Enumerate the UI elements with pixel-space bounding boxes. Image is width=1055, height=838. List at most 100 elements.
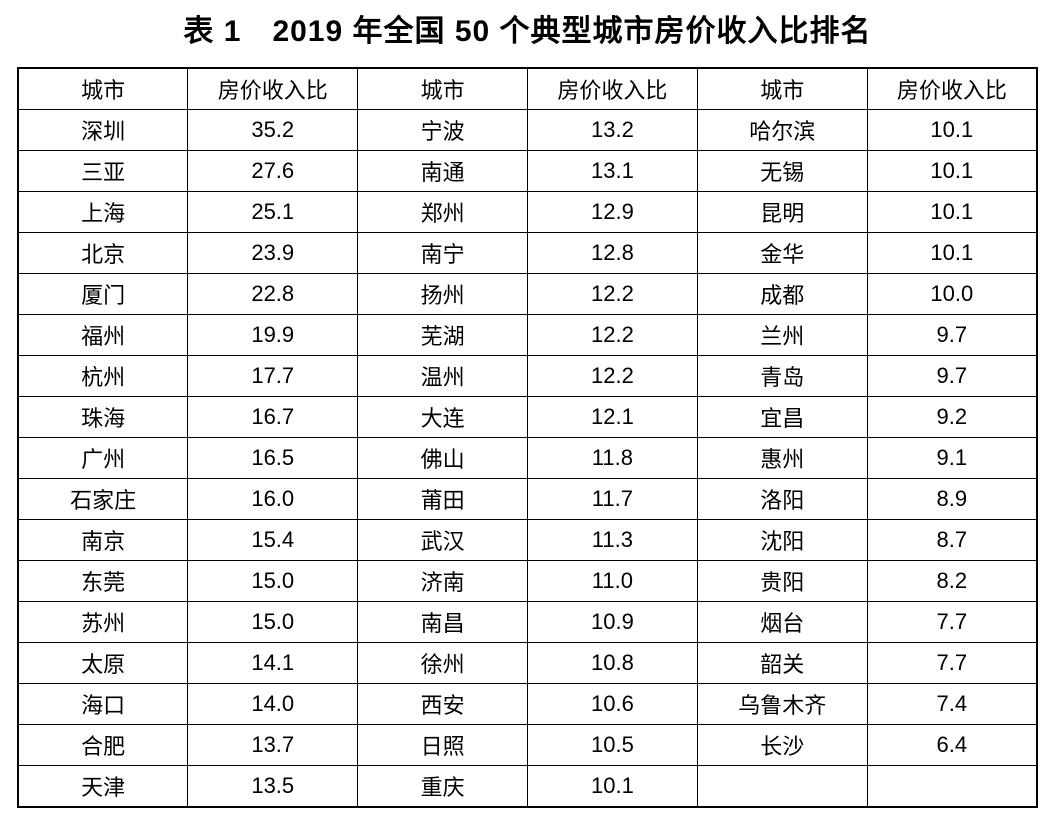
city-cell: 石家庄 bbox=[17, 478, 189, 520]
city-cell: 海口 bbox=[17, 683, 189, 725]
ratio-cell bbox=[866, 765, 1038, 808]
ratio-cell: 10.0 bbox=[866, 273, 1038, 315]
city-cell: 韶关 bbox=[696, 642, 868, 684]
city-cell: 东莞 bbox=[17, 560, 189, 602]
ratio-cell: 14.0 bbox=[187, 683, 359, 725]
city-cell: 洛阳 bbox=[696, 478, 868, 520]
ratio-cell: 11.8 bbox=[526, 437, 698, 479]
ratio-table: 城市 房价收入比 城市 房价收入比 城市 房价收入比 深圳 35.2 宁波 13.2 哈尔滨 10.… bbox=[17, 67, 1038, 808]
ratio-cell: 12.9 bbox=[526, 191, 698, 233]
ratio-cell: 13.5 bbox=[187, 765, 359, 808]
ratio-cell: 7.7 bbox=[866, 601, 1038, 643]
ratio-cell: 35.2 bbox=[187, 109, 359, 151]
ratio-cell: 16.0 bbox=[187, 478, 359, 520]
header-cell-city: 城市 bbox=[357, 67, 528, 110]
table-row: 合肥 13.7 日照 10.5 长沙 6.4 bbox=[17, 724, 1038, 766]
ratio-cell: 11.0 bbox=[526, 560, 698, 602]
ratio-cell: 9.1 bbox=[866, 437, 1038, 479]
ratio-cell: 6.4 bbox=[866, 724, 1038, 766]
ratio-cell: 10.8 bbox=[526, 642, 698, 684]
city-cell: 徐州 bbox=[357, 642, 528, 684]
ratio-cell: 10.1 bbox=[866, 191, 1038, 233]
ratio-cell: 13.2 bbox=[526, 109, 698, 151]
ratio-cell: 17.7 bbox=[187, 355, 359, 397]
ratio-cell: 15.0 bbox=[187, 560, 359, 602]
city-cell: 杭州 bbox=[17, 355, 189, 397]
ratio-cell: 10.1 bbox=[866, 150, 1038, 192]
ratio-cell: 11.3 bbox=[526, 519, 698, 561]
ratio-cell: 10.1 bbox=[526, 765, 698, 808]
city-cell: 大连 bbox=[357, 396, 528, 438]
city-cell: 厦门 bbox=[17, 273, 189, 315]
ratio-cell: 16.5 bbox=[187, 437, 359, 479]
city-cell: 福州 bbox=[17, 314, 189, 356]
ratio-cell: 22.8 bbox=[187, 273, 359, 315]
ratio-cell: 13.1 bbox=[526, 150, 698, 192]
table-row: 杭州 17.7 温州 12.2 青岛 9.7 bbox=[17, 355, 1038, 397]
city-cell: 沈阳 bbox=[696, 519, 868, 561]
city-cell: 广州 bbox=[17, 437, 189, 479]
city-cell: 南昌 bbox=[357, 601, 528, 643]
ratio-cell: 8.7 bbox=[866, 519, 1038, 561]
city-cell: 惠州 bbox=[696, 437, 868, 479]
ratio-cell: 10.6 bbox=[526, 683, 698, 725]
table-header-row-group: 城市 房价收入比 城市 房价收入比 城市 房价收入比 bbox=[17, 67, 1038, 110]
city-cell: 佛山 bbox=[357, 437, 528, 479]
ratio-cell: 25.1 bbox=[187, 191, 359, 233]
table-row: 石家庄 16.0 莆田 11.7 洛阳 8.9 bbox=[17, 478, 1038, 520]
ratio-cell: 10.9 bbox=[526, 601, 698, 643]
ratio-cell: 7.4 bbox=[866, 683, 1038, 725]
city-cell: 南宁 bbox=[357, 232, 528, 274]
header-cell-ratio: 房价收入比 bbox=[526, 67, 698, 110]
table-row: 海口 14.0 西安 10.6 乌鲁木齐 7.4 bbox=[17, 683, 1038, 725]
city-cell: 宁波 bbox=[357, 109, 528, 151]
city-cell: 济南 bbox=[357, 560, 528, 602]
city-cell: 贵阳 bbox=[696, 560, 868, 602]
table-row: 珠海 16.7 大连 12.1 宜昌 9.2 bbox=[17, 396, 1038, 438]
table-row: 东莞 15.0 济南 11.0 贵阳 8.2 bbox=[17, 560, 1038, 602]
table-body: 深圳 35.2 宁波 13.2 哈尔滨 10.1 三亚 27.6 南通 13.1 无锡 10.1 上海 2… bbox=[17, 109, 1038, 808]
ratio-cell: 27.6 bbox=[187, 150, 359, 192]
table-row: 苏州 15.0 南昌 10.9 烟台 7.7 bbox=[17, 601, 1038, 643]
ratio-cell: 23.9 bbox=[187, 232, 359, 274]
ratio-cell: 14.1 bbox=[187, 642, 359, 684]
city-cell: 无锡 bbox=[696, 150, 868, 192]
city-cell: 苏州 bbox=[17, 601, 189, 643]
city-cell: 扬州 bbox=[357, 273, 528, 315]
city-cell: 深圳 bbox=[17, 109, 189, 151]
city-cell: 温州 bbox=[357, 355, 528, 397]
ratio-cell: 15.4 bbox=[187, 519, 359, 561]
ratio-cell: 12.8 bbox=[526, 232, 698, 274]
ratio-cell: 8.9 bbox=[866, 478, 1038, 520]
ratio-cell: 9.7 bbox=[866, 314, 1038, 356]
ratio-cell: 12.2 bbox=[526, 355, 698, 397]
table-row: 天津 13.5 重庆 10.1 bbox=[17, 765, 1038, 808]
city-cell: 武汉 bbox=[357, 519, 528, 561]
table-row: 广州 16.5 佛山 11.8 惠州 9.1 bbox=[17, 437, 1038, 479]
city-cell: 哈尔滨 bbox=[696, 109, 868, 151]
city-cell: 兰州 bbox=[696, 314, 868, 356]
city-cell: 长沙 bbox=[696, 724, 868, 766]
city-cell: 莆田 bbox=[357, 478, 528, 520]
city-cell: 北京 bbox=[17, 232, 189, 274]
ratio-cell: 12.2 bbox=[526, 314, 698, 356]
ratio-cell: 16.7 bbox=[187, 396, 359, 438]
ratio-cell: 9.2 bbox=[866, 396, 1038, 438]
city-cell: 昆明 bbox=[696, 191, 868, 233]
city-cell: 南通 bbox=[357, 150, 528, 192]
ratio-cell: 10.1 bbox=[866, 232, 1038, 274]
city-cell: 日照 bbox=[357, 724, 528, 766]
ratio-cell: 10.5 bbox=[526, 724, 698, 766]
city-cell: 天津 bbox=[17, 765, 189, 808]
ratio-cell: 7.7 bbox=[866, 642, 1038, 684]
ratio-cell: 12.1 bbox=[526, 396, 698, 438]
ratio-cell: 9.7 bbox=[866, 355, 1038, 397]
city-cell: 宜昌 bbox=[696, 396, 868, 438]
table-row: 上海 25.1 郑州 12.9 昆明 10.1 bbox=[17, 191, 1038, 233]
city-cell: 南京 bbox=[17, 519, 189, 561]
ratio-cell: 8.2 bbox=[866, 560, 1038, 602]
city-cell: 青岛 bbox=[696, 355, 868, 397]
ratio-cell: 19.9 bbox=[187, 314, 359, 356]
ratio-cell: 13.7 bbox=[187, 724, 359, 766]
